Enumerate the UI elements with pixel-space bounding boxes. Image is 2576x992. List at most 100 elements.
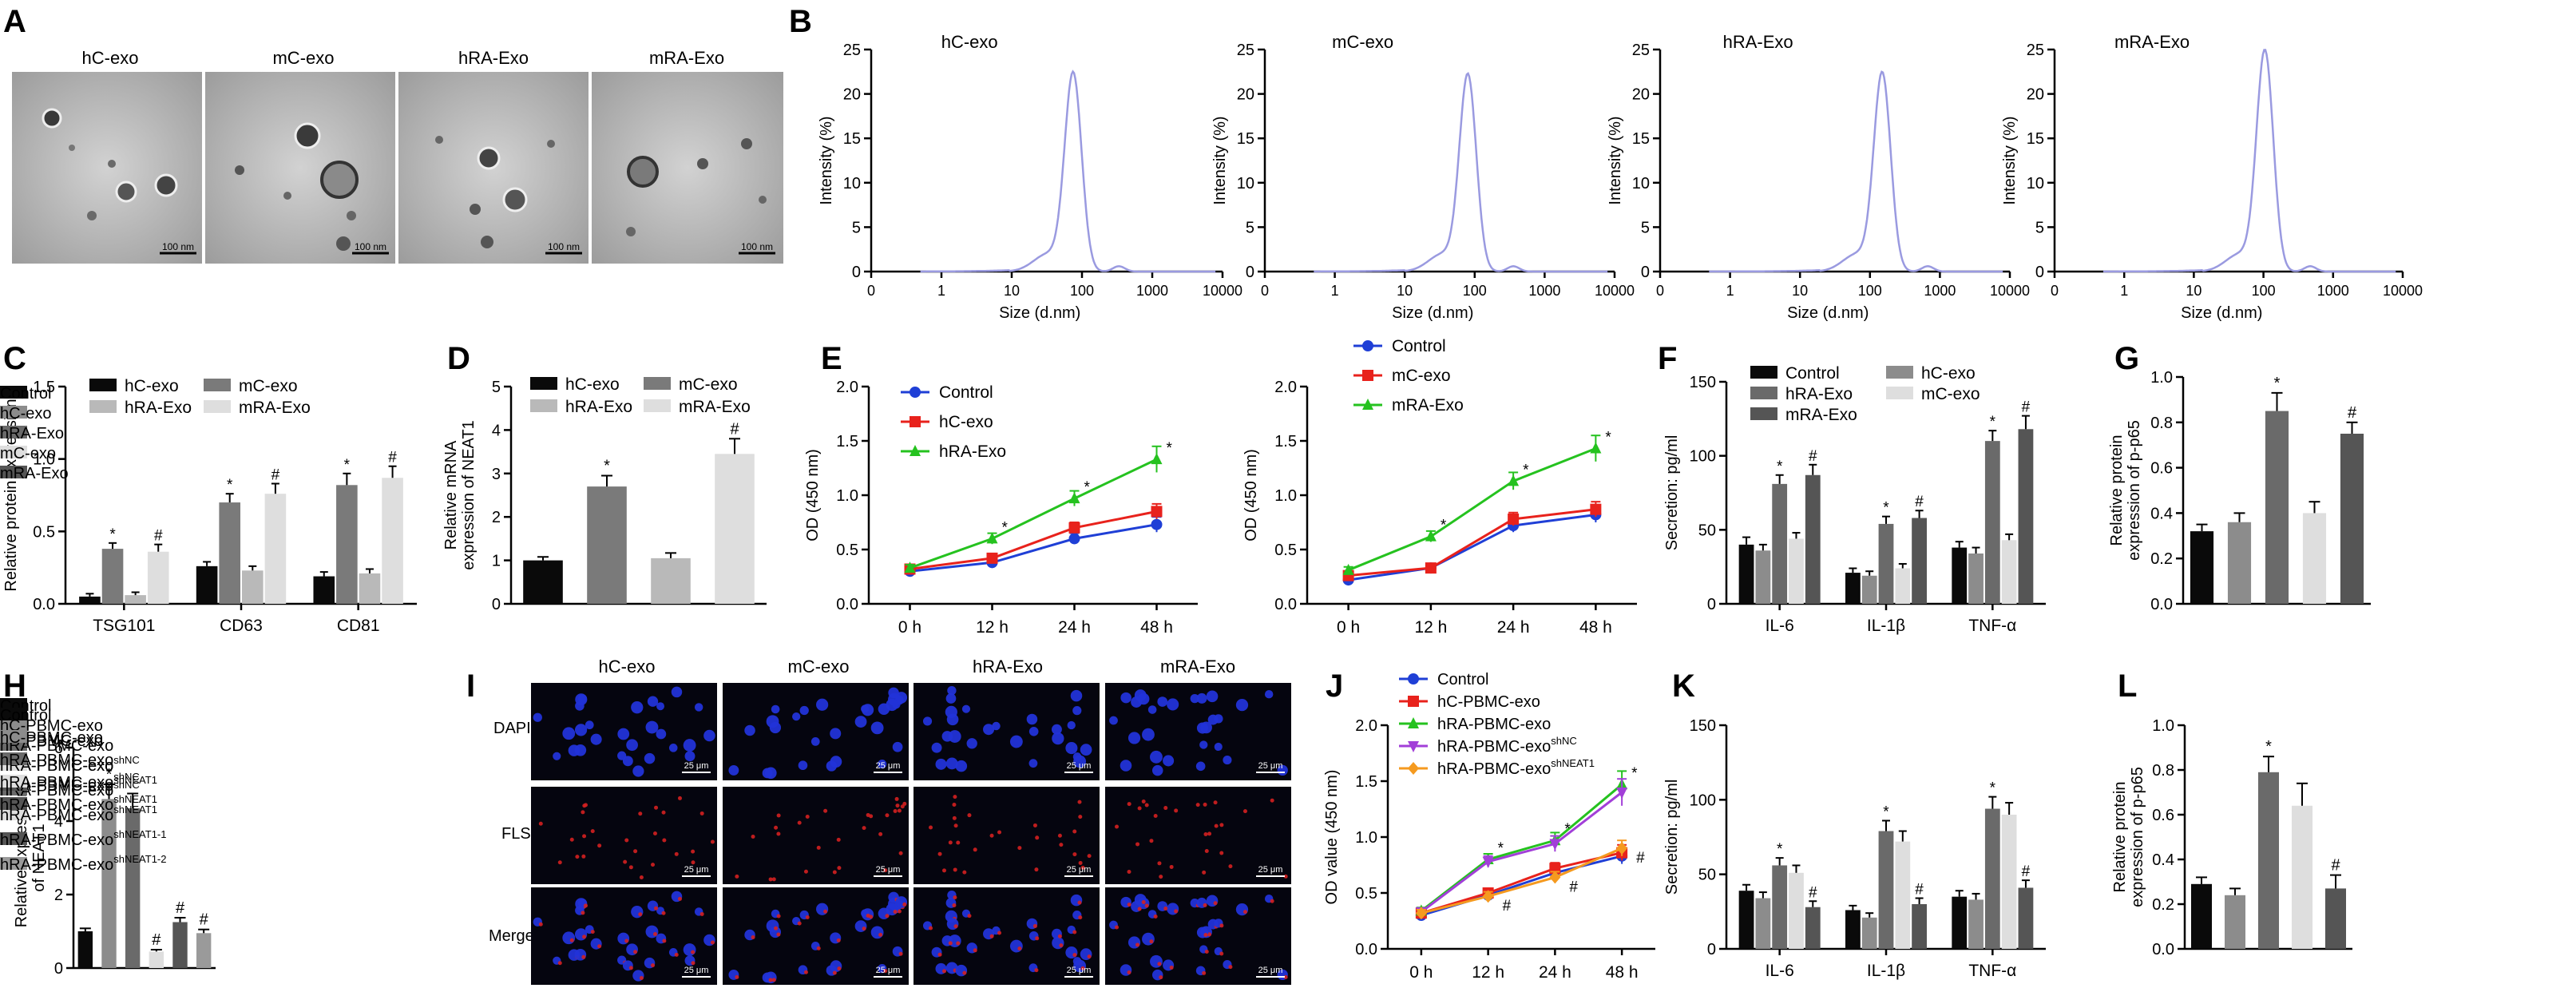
x-axis-label: Size (d.nm) [1392, 304, 1473, 322]
x-tick-label: 24 h [1497, 618, 1530, 637]
data-point [910, 387, 921, 398]
fls-signal [1078, 860, 1083, 865]
nucleus [694, 703, 703, 712]
y-axis-label: Intensity (%) [1211, 116, 1229, 204]
if-scale-label: 25 μm [1258, 761, 1283, 771]
y-tick-label: 0.0 [1274, 596, 1297, 613]
nucleus [671, 686, 683, 698]
fls-signal [1207, 932, 1212, 937]
nucleus [683, 943, 696, 957]
fls-signal [883, 868, 888, 873]
fls-signal [953, 823, 958, 828]
fls-signal [989, 934, 994, 938]
fls-signal [948, 941, 953, 946]
nucleus [1131, 696, 1143, 708]
tem-scale-hc: 100 nm [162, 241, 194, 252]
legend-label: hC-exo [939, 413, 993, 431]
nucleus [961, 704, 971, 713]
fls-signal [941, 868, 946, 873]
legend-swatch [0, 466, 27, 478]
legend-label: hRA-PBMC-exoshNEAT1 [0, 793, 157, 814]
significance-mark: # [1915, 882, 1924, 899]
fls-signal [937, 851, 942, 856]
y-tick-label: 0 [852, 264, 861, 281]
fls-signal [997, 930, 1002, 935]
fls-signal [633, 849, 638, 854]
significance-mark: # [152, 931, 161, 949]
nucleus [632, 765, 644, 777]
data-point [1549, 839, 1561, 851]
data-point [1508, 474, 1520, 486]
y-tick-label: 4 [492, 422, 501, 439]
panel-letter-b: B [789, 4, 812, 39]
fls-signal [771, 877, 776, 882]
if-image-cell: 25 μm [531, 683, 717, 780]
x-tick-label: 0 [1656, 283, 1664, 299]
nucleus [1167, 903, 1179, 915]
fls-signal [1202, 870, 1207, 875]
fls-signal [691, 849, 696, 854]
significance-mark: # [200, 911, 209, 929]
y-tick-label: 2.0 [1355, 717, 1377, 735]
nucleus [792, 712, 801, 721]
nucleus [826, 760, 838, 772]
fls-signal [816, 946, 821, 950]
nucleus [644, 752, 656, 764]
data-point [1549, 871, 1561, 884]
nucleus [1073, 755, 1087, 768]
nucleus [945, 757, 958, 770]
x-tick-label: 1 [937, 283, 945, 299]
bar [1912, 518, 1927, 604]
fls-signal [776, 932, 781, 937]
fls-signal [1213, 901, 1218, 906]
significance-mark: * [106, 766, 113, 784]
y-tick-label: 1.0 [836, 487, 858, 505]
y-axis-label: Secretion: pg/ml [1663, 780, 1681, 895]
panel-letter-k: K [1672, 669, 1695, 704]
fls-signal [581, 954, 586, 959]
legend-swatch [0, 426, 27, 438]
if-scale-label: 25 μm [1067, 966, 1092, 975]
fls-signal [1137, 907, 1142, 911]
nucleus [1235, 698, 1249, 712]
y-tick-label: 0.4 [2150, 505, 2173, 522]
bar [2257, 772, 2280, 949]
if-image-cell: 25 μm [913, 683, 1100, 780]
nucleus [1264, 689, 1274, 699]
fls-signal [962, 970, 967, 975]
x-tick-label: 100 [1463, 283, 1487, 299]
data-point [1590, 442, 1602, 454]
fls-signal [597, 843, 602, 848]
fls-signal [557, 860, 562, 865]
data-point [1590, 503, 1602, 515]
legend-label: hC-exo [565, 375, 620, 394]
fls-signal [639, 975, 644, 980]
nucleus [1009, 939, 1023, 953]
y-tick-label: 1.0 [2150, 369, 2173, 387]
nucleus [798, 760, 808, 771]
if-col-hra: hRA-Exo [973, 657, 1043, 677]
nucleus [585, 720, 594, 730]
y-tick-label: 0.0 [2152, 941, 2174, 958]
nucleus [683, 739, 696, 752]
if-row-fls: FLS [501, 825, 531, 843]
fls-signal [902, 902, 907, 907]
legend-label: hC-exo [125, 377, 179, 395]
legend-label: mC-exo [1392, 367, 1451, 385]
legend-label: hRA-Exo [1785, 385, 1853, 403]
nucleus [533, 712, 542, 722]
x-tick-label: CD63 [220, 617, 263, 635]
data-point [1425, 562, 1437, 574]
x-axis-label: Size (d.nm) [2181, 304, 2262, 322]
y-axis-label: Relative mRNAexpression of NEAT1 [442, 420, 478, 570]
bar [2302, 513, 2327, 604]
bar [1845, 910, 1861, 949]
data-point [1068, 533, 1080, 545]
bar [2265, 411, 2289, 604]
bar [79, 596, 101, 604]
nucleus [1142, 932, 1155, 946]
legend-label: hRA-PBMC-exoshNEAT1 [0, 774, 157, 795]
bar [2227, 522, 2252, 604]
fls-signal [1203, 933, 1208, 938]
legend-swatch [0, 832, 27, 845]
